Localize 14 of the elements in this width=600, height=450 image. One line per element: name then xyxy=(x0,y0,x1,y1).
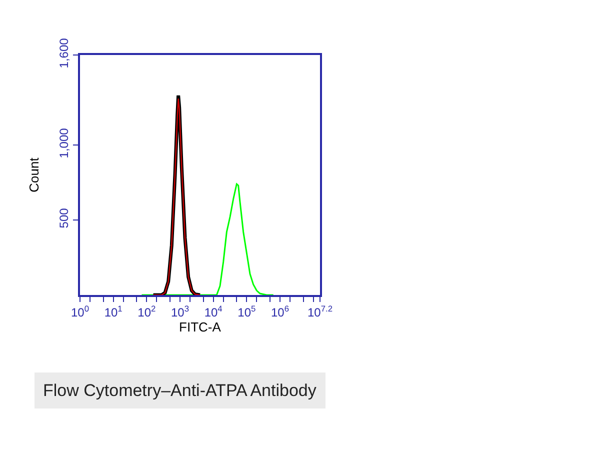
y-axis-title: Count xyxy=(26,157,42,192)
x-tick-label: 10$^{1}$ xyxy=(104,303,123,320)
x-tick-label: 10$^{3}$ xyxy=(170,303,190,320)
y-tick-label: 1,000 xyxy=(57,128,72,158)
x-tick-label: 10$^{7.2}$ xyxy=(307,303,333,320)
text: Flow Cytometry–Anti-ATPA Antibody xyxy=(43,381,317,400)
x-axis-title: FITC-A xyxy=(179,319,222,334)
x-tick-label: 10$^{0}$ xyxy=(70,303,90,320)
x-tick-label: 10$^{4}$ xyxy=(204,303,223,320)
y-tick-label: 500 xyxy=(57,208,72,228)
x-tick-label: 10$^{2}$ xyxy=(138,303,156,320)
y-tick-label: 1,600 xyxy=(57,38,72,68)
x-tick-label: 10$^{6}$ xyxy=(270,303,290,320)
x-tick-label: 10$^{5}$ xyxy=(238,303,256,320)
